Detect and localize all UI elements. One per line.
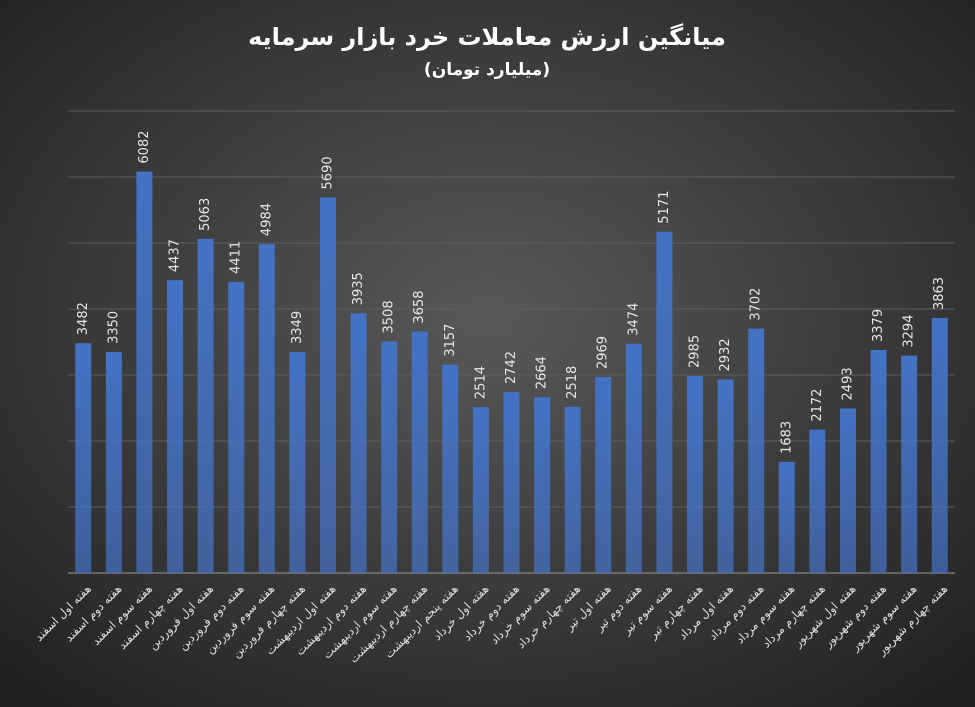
value-label: 3482: [76, 302, 91, 335]
value-label: 4437: [168, 239, 183, 272]
value-label: 3508: [382, 300, 397, 333]
value-label: 2493: [840, 367, 855, 400]
bar: [75, 343, 92, 573]
bar: [472, 407, 489, 573]
bar: [350, 313, 367, 573]
value-label: 2969: [596, 336, 611, 369]
bar: [228, 281, 245, 573]
bar: [839, 408, 856, 573]
value-label: 3350: [106, 311, 121, 344]
value-label: 4411: [229, 241, 244, 274]
value-label: 3474: [626, 303, 641, 336]
bar: [381, 341, 398, 573]
value-label: 2742: [504, 351, 519, 384]
value-label: 2664: [535, 356, 550, 389]
value-label: 3379: [871, 309, 886, 342]
bar: [809, 429, 826, 573]
bar: [534, 397, 551, 573]
bar: [319, 197, 336, 573]
bar: [105, 351, 122, 573]
bar: [778, 461, 795, 573]
value-label: 1683: [779, 421, 794, 454]
bar: [503, 392, 520, 573]
bar: [748, 328, 765, 573]
chart-title: میانگین ارزش معاملات خرد بازار سرمایه: [248, 23, 726, 51]
value-label: 3658: [412, 290, 427, 323]
value-label: 5063: [198, 198, 213, 231]
chart-subtitle: (میلیارد تومان): [424, 60, 550, 80]
bar: [656, 231, 673, 574]
value-label: 3935: [351, 272, 366, 305]
bar: [258, 244, 275, 573]
bar: [717, 379, 734, 573]
bar: [687, 375, 704, 573]
value-label: 2985: [688, 335, 703, 368]
bar: [931, 318, 948, 573]
bar: [564, 406, 581, 573]
bar: [870, 349, 887, 573]
bar: [197, 238, 214, 574]
value-label: 2518: [565, 366, 580, 399]
bar: [442, 364, 459, 573]
bar: [289, 351, 306, 573]
bar: [167, 280, 184, 573]
bar: [595, 377, 612, 573]
value-label: 4984: [259, 203, 274, 236]
value-label: 3294: [902, 315, 917, 348]
bar: [625, 343, 642, 573]
value-label: 5171: [657, 191, 672, 224]
value-label: 2514: [473, 366, 488, 399]
bar: [901, 355, 918, 573]
value-label: 3349: [290, 311, 305, 344]
value-label: 3863: [932, 277, 947, 310]
value-label: 3702: [749, 288, 764, 321]
bar: [411, 331, 428, 573]
value-label: 6082: [137, 130, 152, 163]
value-label: 2172: [810, 389, 825, 422]
value-label: 3157: [443, 324, 458, 357]
value-label: 2932: [718, 338, 733, 371]
value-label: 5690: [320, 156, 335, 189]
bar: [136, 171, 153, 573]
